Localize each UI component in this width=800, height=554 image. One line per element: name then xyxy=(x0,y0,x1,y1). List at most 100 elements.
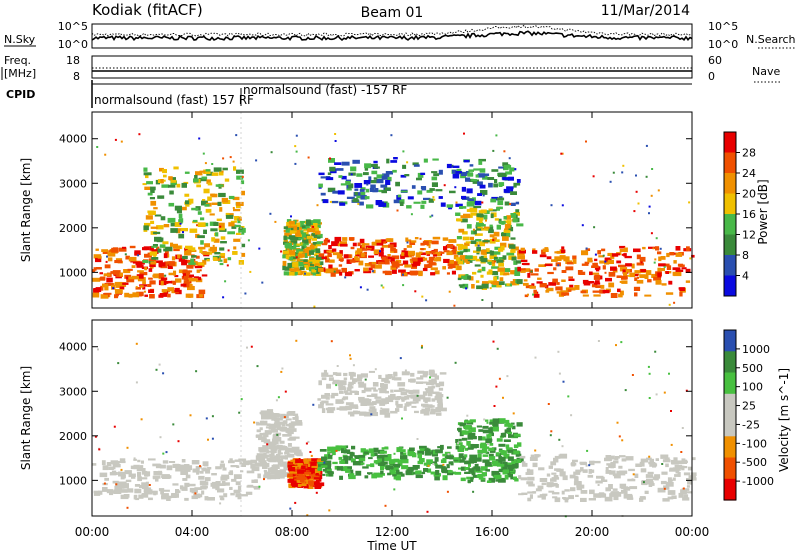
heatmap-cell xyxy=(491,266,500,269)
heatmap-cell xyxy=(663,265,666,268)
heatmap-cell xyxy=(331,241,339,247)
heatmap-cell xyxy=(459,206,467,209)
heatmap-cell xyxy=(537,495,545,498)
heatmap-cell xyxy=(552,278,558,283)
heatmap-cell xyxy=(655,458,659,461)
heatmap-cell xyxy=(401,473,405,477)
heatmap-cell xyxy=(361,374,364,377)
heatmap-cell xyxy=(239,462,243,465)
heatmap-cell xyxy=(547,484,553,488)
heatmap-cell xyxy=(469,459,475,464)
heatmap-cell xyxy=(163,224,170,228)
heatmap-cell xyxy=(686,485,690,488)
heatmap-cell xyxy=(220,236,226,240)
heatmap-cell xyxy=(561,204,564,207)
heatmap-cell xyxy=(98,448,101,451)
heatmap-cell xyxy=(318,253,325,257)
heatmap-cell xyxy=(490,226,494,230)
heatmap-cell xyxy=(561,292,570,296)
heatmap-cell xyxy=(307,467,313,470)
heatmap-cell xyxy=(423,468,429,472)
heatmap-cell xyxy=(468,169,474,172)
heatmap-cell xyxy=(209,246,217,252)
heatmap-cell xyxy=(176,245,181,249)
heatmap-cell xyxy=(267,474,272,480)
heatmap-cell xyxy=(265,433,269,437)
heatmap-cell xyxy=(262,445,269,450)
heatmap-cell xyxy=(350,376,354,380)
heatmap-cell xyxy=(506,220,512,225)
heatmap-cell xyxy=(282,250,289,254)
heatmap-cell xyxy=(421,186,427,191)
heatmap-cell xyxy=(503,273,507,276)
heatmap-cell xyxy=(159,293,168,297)
heatmap-cell xyxy=(481,266,486,272)
heatmap-cell xyxy=(303,484,309,489)
heatmap-cell xyxy=(559,257,564,260)
heatmap-cell xyxy=(665,271,669,274)
heatmap-cell xyxy=(227,257,232,261)
heatmap-cell xyxy=(153,471,161,476)
colorbar-segment xyxy=(724,275,736,297)
heatmap-cell xyxy=(363,270,372,274)
heatmap-cell xyxy=(469,236,474,240)
heatmap-cell xyxy=(478,173,485,178)
heatmap-cell xyxy=(241,243,246,248)
heatmap-cell xyxy=(370,463,375,468)
heatmap-cell xyxy=(417,172,424,178)
heatmap-cell xyxy=(198,262,204,266)
heatmap-cell xyxy=(574,475,578,478)
heatmap-cell xyxy=(527,293,529,296)
heatmap-cell xyxy=(687,480,692,485)
heatmap-cell xyxy=(287,453,291,458)
heatmap-cell xyxy=(467,198,474,201)
heatmap-cell xyxy=(605,467,609,471)
heatmap-cell xyxy=(377,458,382,462)
heatmap-cell xyxy=(275,470,281,474)
heatmap-cell xyxy=(202,467,207,472)
heatmap-cell xyxy=(594,258,598,262)
heatmap-cell xyxy=(289,469,298,474)
heatmap-cell xyxy=(485,419,489,422)
heatmap-cell xyxy=(184,497,189,501)
heatmap-cell xyxy=(466,414,469,417)
heatmap-cell xyxy=(634,473,639,478)
heatmap-cell xyxy=(99,272,103,275)
heatmap-cell xyxy=(511,256,517,261)
heatmap-cell xyxy=(323,269,329,273)
heatmap-cell xyxy=(518,475,522,480)
heatmap-cell xyxy=(321,372,329,377)
heatmap-cell xyxy=(203,188,210,194)
heatmap-cell xyxy=(277,396,280,399)
heatmap-cell xyxy=(616,421,619,424)
heatmap-cell xyxy=(402,273,404,276)
heatmap-cell xyxy=(449,265,457,269)
heatmap-cell xyxy=(639,496,646,499)
heatmap-cell xyxy=(198,289,206,295)
heatmap-cell xyxy=(365,188,370,193)
heatmap-cell xyxy=(295,451,302,456)
heatmap-cell xyxy=(500,242,507,248)
heatmap-cell xyxy=(270,447,278,451)
heatmap-cell xyxy=(348,237,355,241)
heatmap-cell xyxy=(453,459,459,462)
heatmap-cell xyxy=(368,472,371,475)
heatmap-cell xyxy=(390,247,396,252)
heatmap-cell xyxy=(635,463,642,467)
heatmap-cell xyxy=(363,398,369,401)
heatmap-cell xyxy=(244,292,247,295)
heatmap-cell xyxy=(182,255,188,260)
heatmap-cell xyxy=(259,448,267,453)
heatmap-cell xyxy=(563,497,569,501)
heatmap-cell xyxy=(198,246,206,250)
heatmap-cell xyxy=(467,214,473,218)
heatmap-cell xyxy=(472,271,477,275)
heatmap-cell xyxy=(471,179,477,182)
heatmap-cell xyxy=(158,273,164,278)
heatmap-cell xyxy=(151,245,158,248)
colorbar-segment xyxy=(724,255,736,276)
heatmap-cell xyxy=(503,463,509,466)
heatmap-cell xyxy=(506,252,515,256)
heatmap-cell xyxy=(420,410,426,414)
heatmap-cell xyxy=(386,158,390,164)
